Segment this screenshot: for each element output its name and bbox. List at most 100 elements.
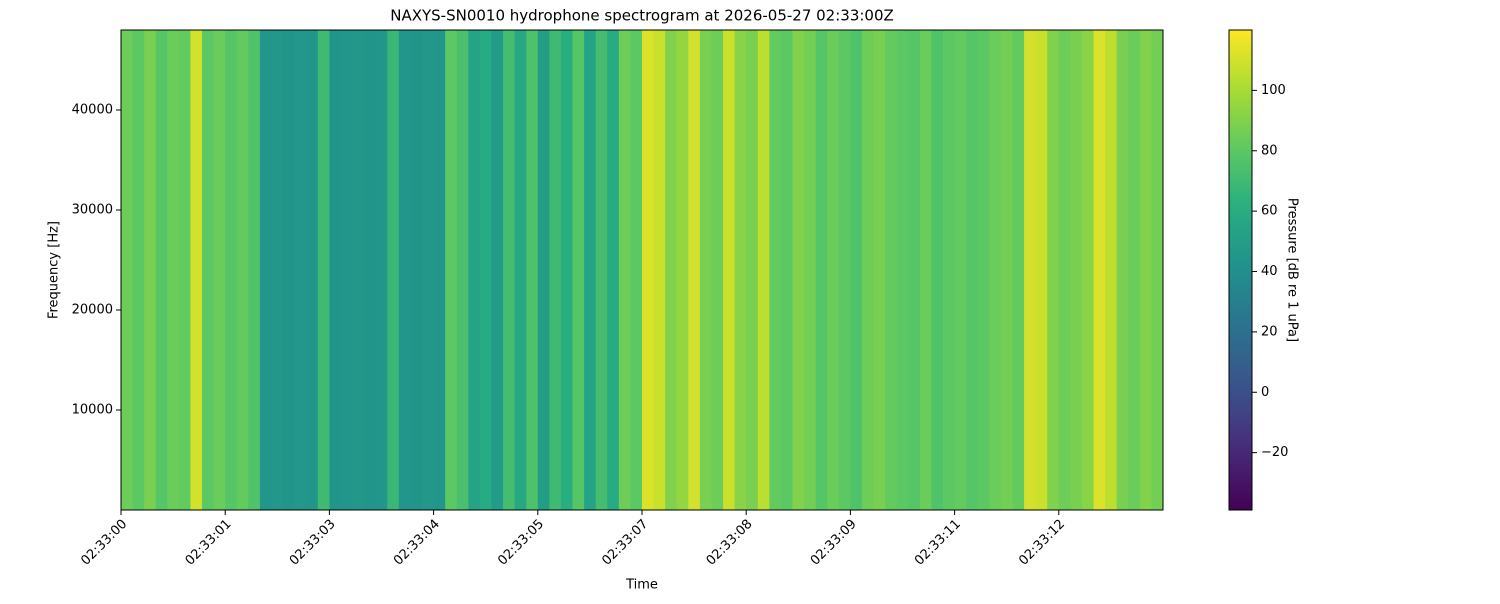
spectrogram-column: [468, 30, 481, 510]
spectrogram-column: [1105, 30, 1118, 510]
x-tick-label: 02:33:12: [1016, 517, 1068, 569]
spectrogram-column: [167, 30, 180, 510]
spectrogram-column: [491, 30, 504, 510]
spectrogram-column: [433, 30, 446, 510]
x-tick-label: 02:33:03: [287, 517, 339, 569]
spectrogram-column: [1070, 30, 1083, 510]
colorbar-tick-label: −20: [1261, 445, 1288, 460]
spectrogram-column: [665, 30, 678, 510]
spectrogram-column: [1035, 30, 1048, 510]
colorbar-tick-label: 80: [1261, 143, 1278, 158]
spectrogram-column: [387, 30, 400, 510]
spectrogram-column: [155, 30, 168, 510]
spectrogram-column: [723, 30, 736, 510]
spectrogram-column: [676, 30, 689, 510]
spectrogram-column: [699, 30, 712, 510]
spectrogram-column: [618, 30, 631, 510]
x-tick-label: 02:33:08: [704, 517, 756, 569]
spectrogram-column: [514, 30, 527, 510]
spectrogram-column: [445, 30, 458, 510]
spectrogram-column: [537, 30, 550, 510]
spectrogram-column: [398, 30, 411, 510]
spectrogram-column: [943, 30, 956, 510]
y-tick-label: 40000: [72, 103, 113, 118]
spectrogram-column: [1093, 30, 1106, 510]
spectrogram-column: [850, 30, 863, 510]
spectrogram-column: [225, 30, 238, 510]
spectrogram-column: [283, 30, 296, 510]
spectrogram-column: [861, 30, 875, 510]
spectrogram-column: [780, 30, 794, 510]
spectrogram-column: [456, 30, 469, 510]
spectrogram-column: [804, 30, 817, 510]
spectrogram-column: [503, 30, 516, 510]
spectrogram-column: [259, 30, 273, 510]
spectrogram-column: [954, 30, 967, 510]
spectrogram-column: [815, 30, 828, 510]
spectrogram-column: [364, 30, 377, 510]
spectrogram-column: [896, 30, 909, 510]
spectrogram-column: [329, 30, 342, 510]
x-tick-label: 02:33:07: [599, 517, 651, 569]
colorbar-label: Pressure [dB re 1 uPa]: [1285, 198, 1300, 342]
x-tick-label: 02:33:01: [183, 517, 235, 569]
spectrogram-column: [584, 30, 597, 510]
spectrogram-column: [1116, 30, 1129, 510]
spectrogram-column: [1012, 30, 1025, 510]
spectrogram-column: [688, 30, 701, 510]
spectrogram-column: [966, 30, 979, 510]
spectrogram-column: [202, 30, 215, 510]
spectrogram-column: [746, 30, 759, 510]
spectrogram-column: [711, 30, 724, 510]
spectrogram-column: [213, 30, 226, 510]
colorbar-tick-label: 0: [1261, 385, 1269, 400]
spectrogram-column: [526, 30, 539, 510]
spectrogram-column: [306, 30, 319, 510]
spectrogram-column: [144, 30, 157, 510]
spectrogram-column: [919, 30, 932, 510]
spectrogram-column: [977, 30, 990, 510]
spectrogram-column: [190, 30, 203, 510]
spectrogram-column: [572, 30, 585, 510]
spectrogram-column: [757, 30, 770, 510]
spectrogram-column: [885, 30, 898, 510]
spectrogram-column: [1058, 30, 1071, 510]
colorbar-tick-label: 40: [1261, 264, 1278, 279]
spectrogram-column: [1000, 30, 1013, 510]
colorbar: [1228, 29, 1253, 511]
spectrogram-column: [132, 30, 145, 510]
spectrogram-column: [607, 30, 620, 510]
spectrogram-column: [1081, 30, 1095, 510]
spectrogram-column: [630, 30, 643, 510]
spectrogram-column: [340, 30, 354, 510]
spectrogram-column: [838, 30, 851, 510]
spectrogram-column: [271, 30, 284, 510]
spectrogram-column: [1128, 30, 1141, 510]
spectrogram-column: [352, 30, 365, 510]
spectrogram-column: [595, 30, 608, 510]
spectrogram-column: [375, 30, 388, 510]
spectrogram-column: [410, 30, 423, 510]
spectrogram-column: [549, 30, 562, 510]
x-tick-label: 02:33:00: [78, 517, 130, 569]
colorbar-tick-label: 60: [1261, 204, 1278, 219]
spectrogram-column: [769, 30, 782, 510]
spectrogram-column: [317, 30, 330, 510]
colorbar-tick-label: 100: [1261, 83, 1286, 98]
spectrogram-column: [479, 30, 492, 510]
spectrogram-column: [248, 30, 261, 510]
y-tick-label: 30000: [72, 203, 113, 218]
spectrogram-column: [1047, 30, 1060, 510]
spectrogram-column: [792, 30, 805, 510]
y-tick-label: 20000: [72, 303, 113, 318]
spectrogram-column: [642, 30, 655, 510]
y-axis-label: Frequency [Hz]: [47, 221, 62, 319]
y-tick-label: 10000: [72, 403, 113, 418]
spectrogram-column: [908, 30, 921, 510]
spectrogram-column: [1151, 30, 1164, 510]
colorbar-tick-label: 20: [1261, 324, 1278, 339]
x-tick-label: 02:33:05: [495, 517, 547, 569]
x-tick-label: 02:33:09: [808, 517, 860, 569]
spectrogram-column: [294, 30, 307, 510]
